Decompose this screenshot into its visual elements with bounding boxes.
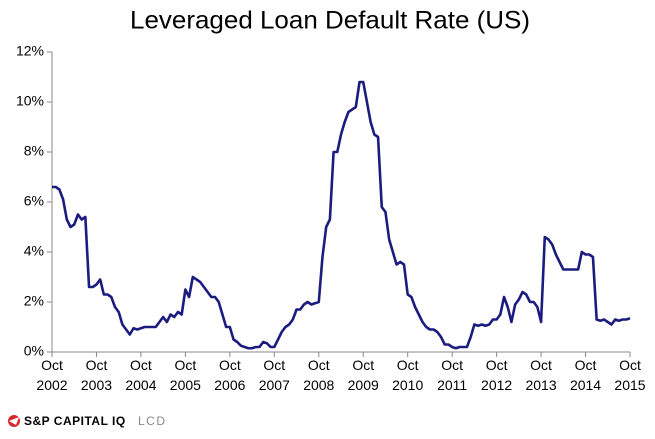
x-tick-label-line: Oct (219, 357, 241, 373)
x-tick-label-line: Oct (263, 357, 285, 373)
x-tick-label-line: 2004 (125, 377, 156, 393)
x-tick-label: Oct 2009 (348, 357, 379, 393)
y-tick-label: 10% (16, 93, 44, 109)
y-tick-label: 6% (24, 193, 44, 209)
x-tick-label-line: Oct (174, 357, 196, 373)
x-tick-label-line: Oct (41, 357, 63, 373)
x-tick-label: Oct 2003 (81, 357, 112, 393)
x-tick-label-line: 2007 (259, 377, 290, 393)
x-tick-label: Oct 2005 (170, 357, 201, 393)
x-tick-label-line: 2010 (392, 377, 423, 393)
y-tick-label: 12% (16, 43, 44, 59)
x-tick-label: Oct 2008 (303, 357, 334, 393)
x-tick-label-line: 2002 (36, 377, 67, 393)
x-tick-label-line: 2006 (214, 377, 245, 393)
x-tick-label-line: 2009 (348, 377, 379, 393)
x-tick-label-line: 2012 (481, 377, 512, 393)
x-tick-label: Oct 2012 (481, 357, 512, 393)
x-tick-label-line: Oct (397, 357, 419, 373)
y-tick-label: 8% (24, 143, 44, 159)
y-tick-label: 0% (24, 343, 44, 359)
chart-title: Leveraged Loan Default Rate (US) (130, 7, 530, 35)
logo-product: LCD (138, 414, 167, 428)
x-tick-label-line: 2014 (570, 377, 601, 393)
x-tick-label-line: 2008 (303, 377, 334, 393)
x-tick-label: Oct 2015 (614, 357, 645, 393)
x-tick-label: Oct 2002 (36, 357, 67, 393)
x-tick-label: Oct 2006 (214, 357, 245, 393)
x-tick-label-line: Oct (530, 357, 552, 373)
x-tick-label-line: Oct (308, 357, 330, 373)
x-tick-label-line: Oct (619, 357, 641, 373)
x-tick-label: Oct 2013 (525, 357, 556, 393)
x-tick-label: Oct 2004 (125, 357, 156, 393)
x-tick-label-line: 2005 (170, 377, 201, 393)
x-tick-label-line: 2013 (525, 377, 556, 393)
y-tick-label: 4% (24, 243, 44, 259)
x-tick-label-line: 2015 (614, 377, 645, 393)
x-tick-label-line: 2003 (81, 377, 112, 393)
x-tick-label: Oct 2014 (570, 357, 601, 393)
logo: S&P CAPITAL IQ LCD (8, 414, 167, 428)
x-tick-label: Oct 2010 (392, 357, 423, 393)
x-tick-label: Oct 2011 (437, 357, 467, 393)
x-tick-label-line: 2011 (437, 377, 467, 393)
x-tick-label-line: Oct (441, 357, 463, 373)
logo-icon-cut (9, 417, 19, 425)
x-tick-label-line: Oct (130, 357, 152, 373)
y-tick-label: 2% (24, 293, 44, 309)
x-tick-label: Oct 2007 (259, 357, 290, 393)
x-tick-label-line: Oct (352, 357, 374, 373)
x-tick-label-line: Oct (86, 357, 108, 373)
data-line (52, 80, 631, 350)
logo-brand: S&P CAPITAL IQ (24, 414, 126, 428)
x-tick-label-line: Oct (486, 357, 508, 373)
x-tick-label-line: Oct (575, 357, 597, 373)
